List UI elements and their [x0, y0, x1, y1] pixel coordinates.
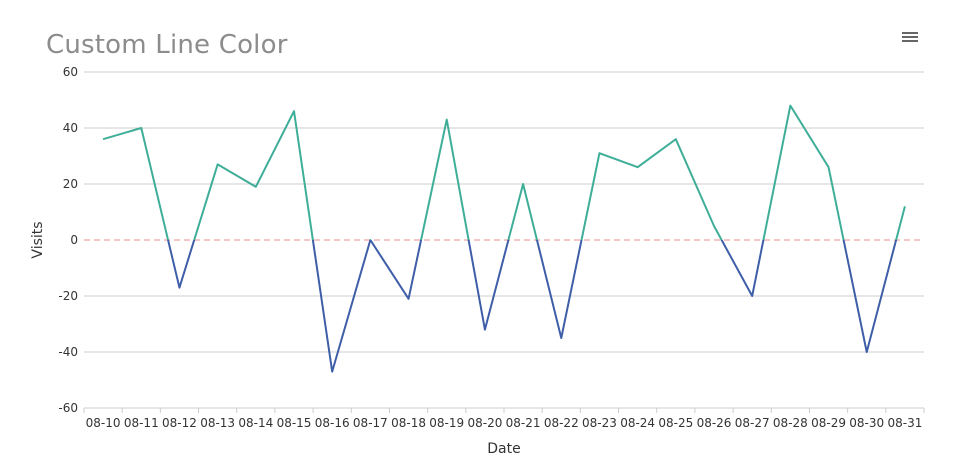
- y-tick-label: 60: [63, 65, 78, 79]
- x-tick-label: 08-25: [658, 416, 693, 430]
- series-line-negative: [167, 240, 898, 373]
- x-tick-label: 08-29: [811, 416, 846, 430]
- grid-layer: [84, 71, 924, 409]
- chart-title: Custom Line Color: [46, 30, 288, 60]
- x-tick-label: 08-20: [467, 416, 502, 430]
- x-tick-label: 08-31: [887, 416, 922, 430]
- x-tick-label: 08-19: [429, 416, 464, 430]
- x-tick-label: 08-10: [86, 416, 121, 430]
- x-tick-label: 08-26: [697, 416, 732, 430]
- y-tick-label: -60: [58, 401, 78, 415]
- x-axis-title: Date: [487, 441, 520, 457]
- x-tick-label: 08-18: [391, 416, 426, 430]
- x-tick-label: 08-27: [735, 416, 770, 430]
- y-tick-label: 20: [63, 177, 78, 191]
- y-tick-label: 0: [70, 233, 78, 247]
- x-tick-label: 08-17: [353, 416, 388, 430]
- x-tick-label: 08-15: [277, 416, 312, 430]
- x-tick-label: 08-16: [315, 416, 350, 430]
- y-tick-label: -40: [58, 345, 78, 359]
- x-tick-label: 08-28: [773, 416, 808, 430]
- x-tick-label: 08-12: [162, 416, 197, 430]
- x-tick-label: 08-14: [238, 416, 273, 430]
- series-layer: [102, 104, 906, 373]
- x-tick-label: 08-22: [544, 416, 579, 430]
- y-tick-label: -20: [58, 289, 78, 303]
- hamburger-menu-icon[interactable]: [900, 30, 920, 46]
- x-tick-label: 08-13: [200, 416, 235, 430]
- x-tick-label: 08-30: [849, 416, 884, 430]
- x-tick-label: 08-11: [124, 416, 159, 430]
- x-tick-label: 08-23: [582, 416, 617, 430]
- y-axis-title: Visits: [30, 221, 46, 258]
- y-tick-label: 40: [63, 121, 78, 135]
- x-tick-label: 08-24: [620, 416, 655, 430]
- x-tick-label: 08-21: [506, 416, 541, 430]
- series-line-positive: [102, 104, 906, 240]
